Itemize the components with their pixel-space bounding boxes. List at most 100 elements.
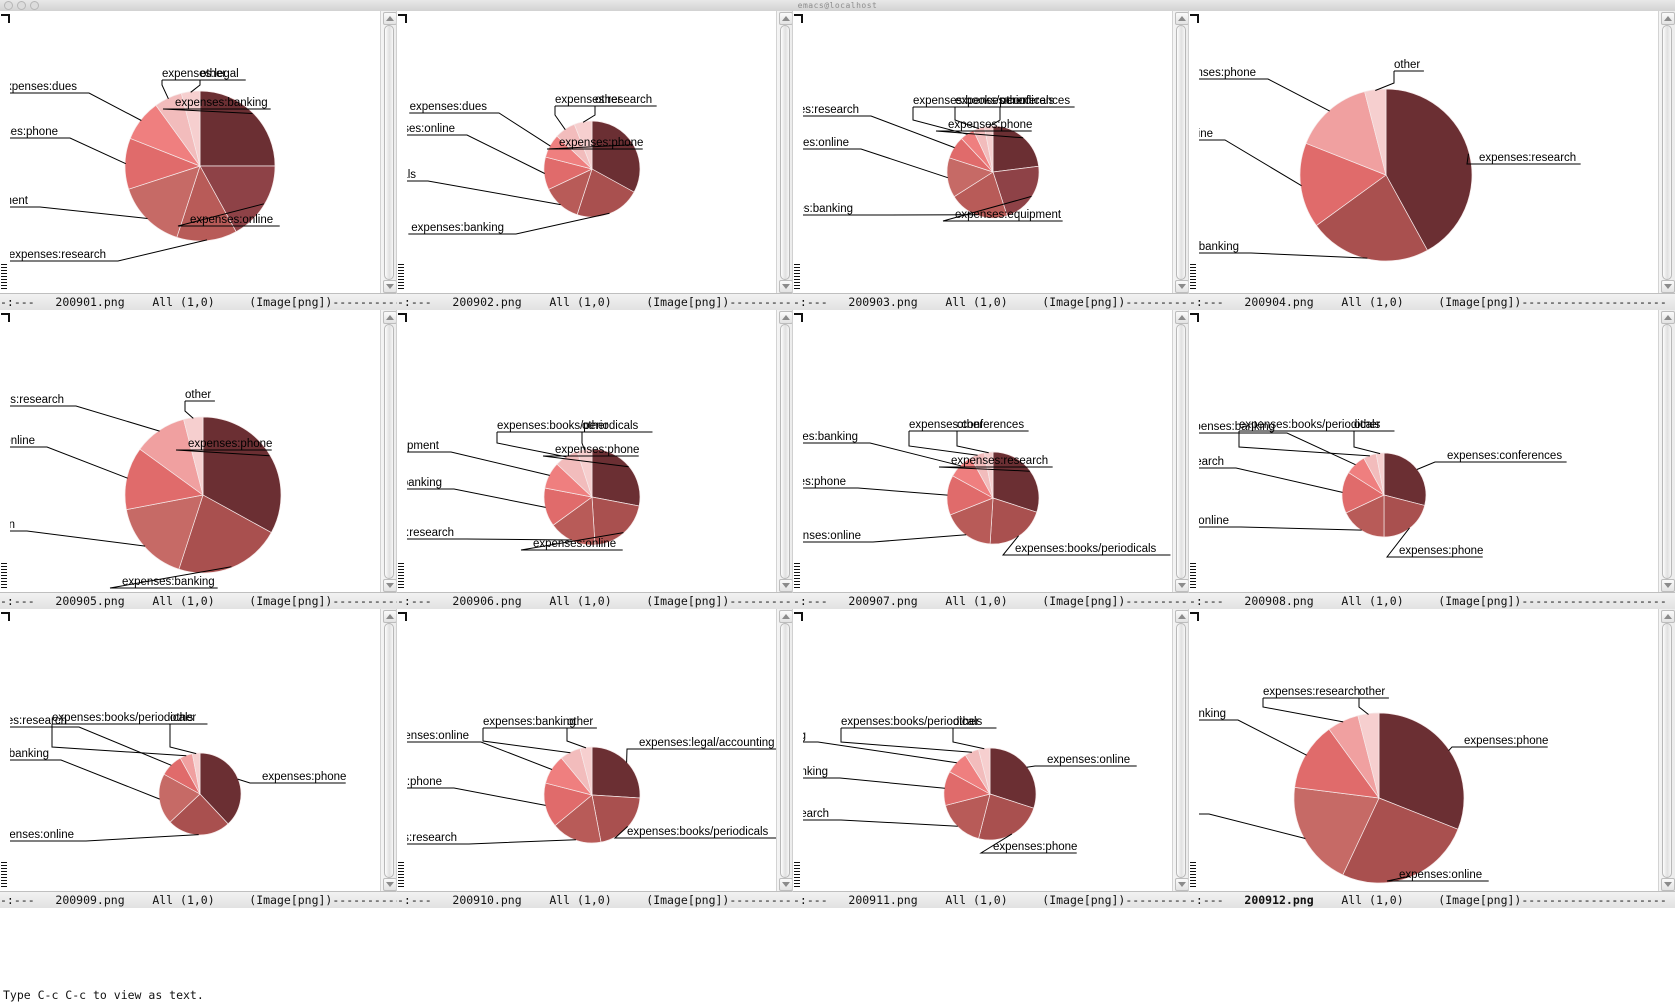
scroll-up-arrow-icon[interactable] <box>779 311 793 324</box>
window-divider[interactable] <box>1188 310 1189 593</box>
pie-slice-label: expenses:research <box>803 104 859 116</box>
scrollbar-thumb[interactable] <box>1662 623 1672 878</box>
scrollbar-thumb[interactable] <box>1176 623 1186 878</box>
image-buffer[interactable]: expenses:phoneexpenses:onlineexpenses:eq… <box>1189 609 1675 892</box>
scroll-down-arrow-icon[interactable] <box>1175 878 1189 891</box>
scroll-up-arrow-icon[interactable] <box>383 12 397 25</box>
mode-line[interactable]: -:--- 200911.png All (1,0) (Image[png])-… <box>793 891 1189 908</box>
scroll-down-arrow-icon[interactable] <box>383 579 397 592</box>
image-buffer[interactable]: expenses:research expenses:banking expense… <box>1189 11 1675 294</box>
vertical-scrollbar[interactable] <box>1172 310 1189 593</box>
scroll-up-arrow-icon[interactable] <box>383 311 397 324</box>
mode-line[interactable]: -:--- 200902.png All (1,0) (Image[png])-… <box>397 293 793 310</box>
emacs-window-200906[interactable]: expenses:phone expenses:online expenses:re… <box>397 310 793 609</box>
scroll-down-arrow-icon[interactable] <box>383 280 397 293</box>
mode-line[interactable]: -:--- 200910.png All (1,0) (Image[png])-… <box>397 891 793 908</box>
emacs-window-200901[interactable]: expenses:banking expenses:online expenses:… <box>0 11 397 310</box>
mode-line[interactable]: -:--- 200912.png All (1,0) (Image[png])-… <box>1189 891 1675 908</box>
scrollbar-thumb[interactable] <box>384 25 394 280</box>
window-divider[interactable] <box>1188 11 1189 294</box>
window-divider[interactable] <box>396 609 397 892</box>
vertical-scrollbar[interactable] <box>1658 609 1675 892</box>
image-buffer[interactable]: expenses:phone expenses:equipment expenses… <box>793 11 1189 294</box>
emacs-window-200907[interactable]: expenses:research expenses:books/periodic… <box>793 310 1189 609</box>
image-buffer[interactable]: expenses:banking expenses:online expenses:… <box>0 11 397 294</box>
scroll-up-arrow-icon[interactable] <box>779 12 793 25</box>
label-leader-line <box>49 759 160 800</box>
scroll-down-arrow-icon[interactable] <box>779 878 793 891</box>
scrollbar-thumb[interactable] <box>1662 324 1672 579</box>
mode-line[interactable]: -:--- 200904.png All (1,0) (Image[png])-… <box>1189 293 1675 310</box>
scroll-up-arrow-icon[interactable] <box>1175 12 1189 25</box>
emacs-window-200911[interactable]: expenses:online expenses:phone expenses:re… <box>793 609 1189 908</box>
image-buffer[interactable]: expenses:research expenses:books/periodic… <box>793 310 1189 593</box>
scroll-up-arrow-icon[interactable] <box>1175 610 1189 623</box>
window-divider[interactable] <box>792 609 793 892</box>
scroll-up-arrow-icon[interactable] <box>383 610 397 623</box>
image-buffer[interactable]: expenses:phone expenses:banking expenses:b… <box>397 11 793 294</box>
scroll-down-arrow-icon[interactable] <box>1175 280 1189 293</box>
scrollbar-thumb[interactable] <box>384 623 394 878</box>
scroll-up-arrow-icon[interactable] <box>1175 311 1189 324</box>
scrollbar-thumb[interactable] <box>780 25 790 280</box>
maximize-button[interactable] <box>30 1 39 10</box>
scrollbar-thumb[interactable] <box>384 324 394 579</box>
mode-line[interactable]: -:--- 200906.png All (1,0) (Image[png])-… <box>397 592 793 609</box>
scrollbar-thumb[interactable] <box>780 623 790 878</box>
image-buffer[interactable]: expenses:conferences expenses:phone expens… <box>1189 310 1675 593</box>
mode-line[interactable]: -:--- 200903.png All (1,0) (Image[png])-… <box>793 293 1189 310</box>
scroll-up-arrow-icon[interactable] <box>1661 12 1675 25</box>
mode-line[interactable]: -:--- 200909.png All (1,0) (Image[png])-… <box>0 891 397 908</box>
scroll-down-arrow-icon[interactable] <box>779 579 793 592</box>
image-buffer[interactable]: expenses:phone expenses:banking expenses:r… <box>0 310 397 593</box>
vertical-scrollbar[interactable] <box>1172 11 1189 294</box>
minimize-button[interactable] <box>17 1 26 10</box>
scrollbar-thumb[interactable] <box>780 324 790 579</box>
vertical-scrollbar[interactable] <box>380 609 397 892</box>
scroll-up-arrow-icon[interactable] <box>1661 610 1675 623</box>
mode-line[interactable]: -:--- 200907.png All (1,0) (Image[png])-… <box>793 592 1189 609</box>
scroll-up-arrow-icon[interactable] <box>1661 311 1675 324</box>
window-divider[interactable] <box>1188 609 1189 892</box>
vertical-scrollbar[interactable] <box>776 11 793 294</box>
emacs-window-200908[interactable]: expenses:conferences expenses:phone expens… <box>1189 310 1675 609</box>
image-buffer[interactable]: expenses:phone expenses:online expenses:re… <box>397 310 793 593</box>
scroll-down-arrow-icon[interactable] <box>779 280 793 293</box>
mode-line[interactable]: -:--- 200901.png All (1,0) (Image[png])-… <box>0 293 397 310</box>
scroll-down-arrow-icon[interactable] <box>1661 878 1675 891</box>
scroll-up-arrow-icon[interactable] <box>779 610 793 623</box>
window-divider[interactable] <box>792 310 793 593</box>
scroll-down-arrow-icon[interactable] <box>1661 280 1675 293</box>
emacs-window-200905[interactable]: expenses:phone expenses:banking expenses:r… <box>0 310 397 609</box>
window-divider[interactable] <box>792 11 793 294</box>
minibuffer[interactable]: Type C-c C-c to view as text. <box>0 986 1675 1004</box>
scroll-down-arrow-icon[interactable] <box>1661 579 1675 592</box>
image-buffer[interactable]: expenses:phone expenses:online expenses:ba… <box>0 609 397 892</box>
emacs-window-200904[interactable]: expenses:research expenses:banking expense… <box>1189 11 1675 310</box>
mode-line[interactable]: -:--- 200905.png All (1,0) (Image[png])-… <box>0 592 397 609</box>
vertical-scrollbar[interactable] <box>380 310 397 593</box>
emacs-window-200912[interactable]: expenses:phoneexpenses:onlineexpenses:eq… <box>1189 609 1675 908</box>
image-buffer[interactable]: expenses:online expenses:phone expenses:re… <box>793 609 1189 892</box>
window-controls[interactable] <box>4 1 39 10</box>
vertical-scrollbar[interactable] <box>1658 11 1675 294</box>
window-divider[interactable] <box>396 11 397 294</box>
vertical-scrollbar[interactable] <box>1658 310 1675 593</box>
scrollbar-thumb[interactable] <box>1662 25 1672 280</box>
emacs-window-200902[interactable]: expenses:phone expenses:banking expenses:b… <box>397 11 793 310</box>
scroll-down-arrow-icon[interactable] <box>1175 579 1189 592</box>
scrollbar-thumb[interactable] <box>1176 324 1186 579</box>
emacs-window-200903[interactable]: expenses:phone expenses:equipment expenses… <box>793 11 1189 310</box>
vertical-scrollbar[interactable] <box>776 609 793 892</box>
scroll-down-arrow-icon[interactable] <box>383 878 397 891</box>
mode-line[interactable]: -:--- 200908.png All (1,0) (Image[png])-… <box>1189 592 1675 609</box>
vertical-scrollbar[interactable] <box>1172 609 1189 892</box>
emacs-window-200909[interactable]: expenses:phone expenses:online expenses:ba… <box>0 609 397 908</box>
close-button[interactable] <box>4 1 13 10</box>
window-divider[interactable] <box>396 310 397 593</box>
image-buffer[interactable]: expenses:legal/accounting expenses:books/… <box>397 609 793 892</box>
scrollbar-thumb[interactable] <box>1176 25 1186 280</box>
vertical-scrollbar[interactable] <box>776 310 793 593</box>
emacs-window-200910[interactable]: expenses:legal/accounting expenses:books/… <box>397 609 793 908</box>
vertical-scrollbar[interactable] <box>380 11 397 294</box>
